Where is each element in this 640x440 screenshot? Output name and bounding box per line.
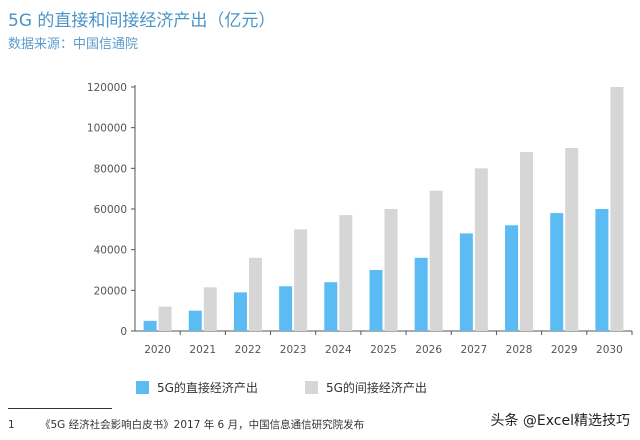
y-tick-label: 60000	[94, 204, 127, 216]
bar-indirect	[339, 215, 353, 331]
bar-direct	[324, 282, 338, 331]
bar-direct	[233, 292, 247, 331]
legend-item-direct: 5G的直接经济产出	[136, 378, 258, 396]
x-tick-label: 2027	[460, 344, 487, 356]
bar-indirect	[520, 152, 534, 331]
x-tick-label: 2022	[235, 344, 262, 356]
bar-indirect	[384, 209, 398, 331]
bar-indirect	[429, 190, 443, 331]
x-tick-label: 2020	[144, 344, 171, 356]
y-tick-label: 100000	[87, 123, 127, 135]
chart-title: 5G 的直接和间接经济产出（亿元）	[8, 11, 276, 31]
legend-item-indirect: 5G的间接经济产出	[305, 378, 427, 396]
x-tick-label: 2028	[506, 344, 533, 356]
x-tick-label: 2030	[596, 344, 623, 356]
y-tick-label: 40000	[94, 245, 127, 257]
watermark: 头条 @Excel精选技巧	[490, 413, 630, 429]
x-tick-label: 2029	[551, 344, 578, 356]
footnote: 1 《5G 经济社会影响白皮书》2017 年 6 月，中国信息通信研究院发布	[8, 417, 364, 432]
bar-indirect	[474, 168, 488, 331]
bar-indirect	[294, 229, 308, 331]
y-tick-label: 0	[120, 326, 127, 338]
legend-swatch-indirect	[305, 380, 318, 394]
y-tick-label: 80000	[94, 163, 127, 175]
bar-direct	[550, 213, 564, 331]
bar-direct	[459, 233, 473, 331]
bar-direct	[505, 225, 519, 331]
bar-indirect	[203, 287, 217, 331]
y-tick-label: 120000	[87, 82, 127, 94]
footnote-text: 《5G 经济社会影响白皮书》2017 年 6 月，中国信息通信研究院发布	[40, 419, 365, 431]
legend-swatch-direct	[136, 380, 149, 394]
data-source: 数据来源：中国信通院	[8, 37, 139, 52]
bar-direct	[369, 270, 383, 331]
legend-label-direct: 5G的直接经济产出	[157, 380, 258, 395]
footnote-number: 1	[8, 419, 15, 431]
bar-direct	[143, 320, 157, 331]
bar-direct	[279, 286, 293, 331]
bar-chart: 0 20000 40000 60000 80000 100000 120000 2020 202…	[87, 82, 633, 356]
y-tick-label: 20000	[94, 285, 127, 297]
x-tick-label: 2023	[280, 344, 307, 356]
x-tick-label: 2024	[325, 344, 352, 356]
x-tick-label: 2026	[415, 344, 442, 356]
bar-direct	[414, 257, 428, 331]
bar-indirect	[610, 87, 624, 331]
x-tick-label: 2021	[189, 344, 216, 356]
bar-indirect	[565, 148, 579, 331]
bar-direct	[595, 209, 609, 331]
legend-label-indirect: 5G的间接经济产出	[326, 380, 427, 395]
bar-indirect	[248, 257, 262, 331]
footnote-rule	[8, 408, 112, 409]
x-tick-label: 2025	[370, 344, 397, 356]
bar-direct	[188, 310, 202, 331]
bar-indirect	[158, 306, 172, 331]
